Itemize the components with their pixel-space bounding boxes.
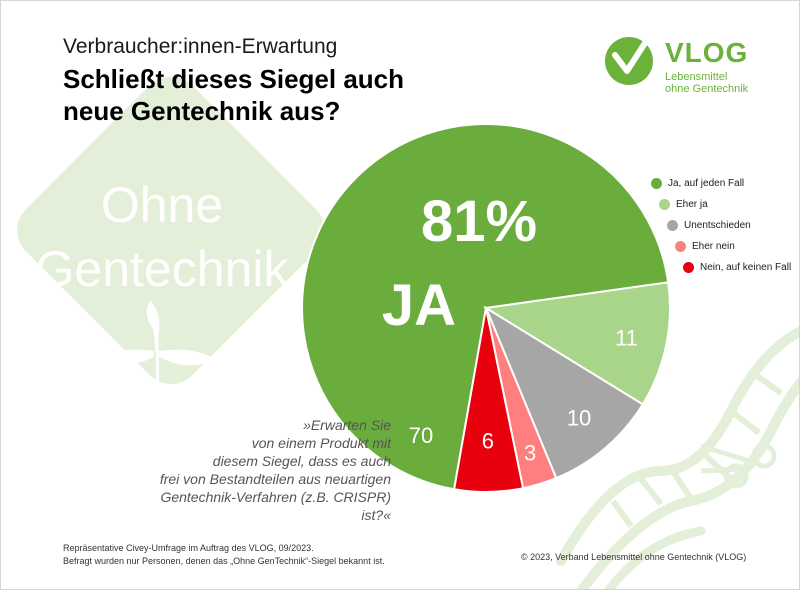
survey-question-line: diesem Siegel, dass es auch — [212, 453, 391, 469]
legend-item: Eher ja — [659, 194, 791, 215]
pie-value-label: 3 — [524, 440, 536, 465]
survey-question-line: frei von Bestandteilen aus neuartigen — [159, 471, 391, 487]
chart-title: Schließt dieses Siegel auch neue Gentech… — [63, 63, 463, 127]
legend-label: Unentschieden — [684, 220, 751, 231]
legend-label: Nein, auf keinen Fall — [700, 262, 792, 273]
seal-line-1: Ohne — [100, 177, 224, 233]
seal-line-2: Gentechnik — [35, 241, 289, 297]
callout-percent: 81% — [421, 189, 537, 254]
footnote: Repräsentative Civey-Umfrage im Auftrag … — [63, 542, 385, 568]
pie-slice — [483, 305, 645, 480]
legend: Ja, auf jeden Fall Eher ja Unentschieden Eh… — [651, 173, 791, 278]
plant-icon — [97, 301, 215, 406]
legend-swatch — [651, 178, 662, 189]
pie-value-label: 11 — [615, 325, 638, 350]
legend-label: Eher nein — [692, 241, 735, 252]
copyright: © 2023, Verband Lebensmittel ohne Gentec… — [521, 552, 747, 562]
seal-label: Ohne Gentechnik — [21, 173, 303, 301]
logo-tagline: Lebensmittel ohne Gentechnik — [665, 71, 748, 95]
legend-item: Ja, auf jeden Fall — [651, 173, 791, 194]
footnote-line-2: Befragt wurden nur Personen, denen das „… — [63, 556, 385, 566]
legend-swatch — [667, 220, 678, 231]
title-line-1: Schließt dieses Siegel auch — [63, 64, 405, 94]
logo-tagline-1: Lebensmittel — [665, 71, 728, 83]
legend-label: Eher ja — [676, 199, 708, 210]
pie-slice — [483, 281, 671, 406]
dna-helix-lower-icon — [603, 526, 706, 589]
pie-value-label: 70 — [409, 423, 433, 448]
survey-question: »Erwarten Sie von einem Produkt mit diesem… — [151, 416, 391, 524]
logo-tagline-2: ohne Gentechnik — [665, 83, 749, 95]
legend-swatch — [683, 262, 694, 273]
dna-helix-icon — [556, 326, 799, 589]
survey-question-line: von einem Produkt mit — [251, 435, 391, 451]
footnote-line-1: Repräsentative Civey-Umfrage im Auftrag … — [63, 543, 314, 553]
callout-label: JA — [382, 273, 456, 338]
seal-diamond-icon — [17, 76, 325, 385]
pie-value-label: 6 — [482, 428, 494, 453]
pie-value-label: 10 — [567, 405, 591, 430]
survey-question-line: »Erwarten Sie — [303, 417, 391, 433]
legend-swatch — [659, 199, 670, 210]
scissors-icon — [700, 443, 777, 489]
legend-item: Nein, auf keinen Fall — [683, 257, 791, 278]
survey-question-line: Gentechnik-Verfahren (z.B. CRISPR) ist?« — [160, 489, 391, 523]
legend-label: Ja, auf jeden Fall — [668, 178, 745, 189]
legend-item: Unentschieden — [667, 215, 791, 236]
pie-slice — [452, 307, 525, 493]
legend-item: Eher nein — [675, 236, 791, 257]
legend-swatch — [675, 241, 686, 252]
title-line-2: neue Gentechnik aus? — [63, 96, 341, 126]
subtitle: Verbraucher:innen-Erwartung — [63, 35, 338, 58]
logo-name: VLOG — [665, 37, 749, 68]
pie-chart: 70 11 10 3 6 81% JA — [301, 123, 671, 493]
vlog-logo-icon — [605, 37, 653, 85]
